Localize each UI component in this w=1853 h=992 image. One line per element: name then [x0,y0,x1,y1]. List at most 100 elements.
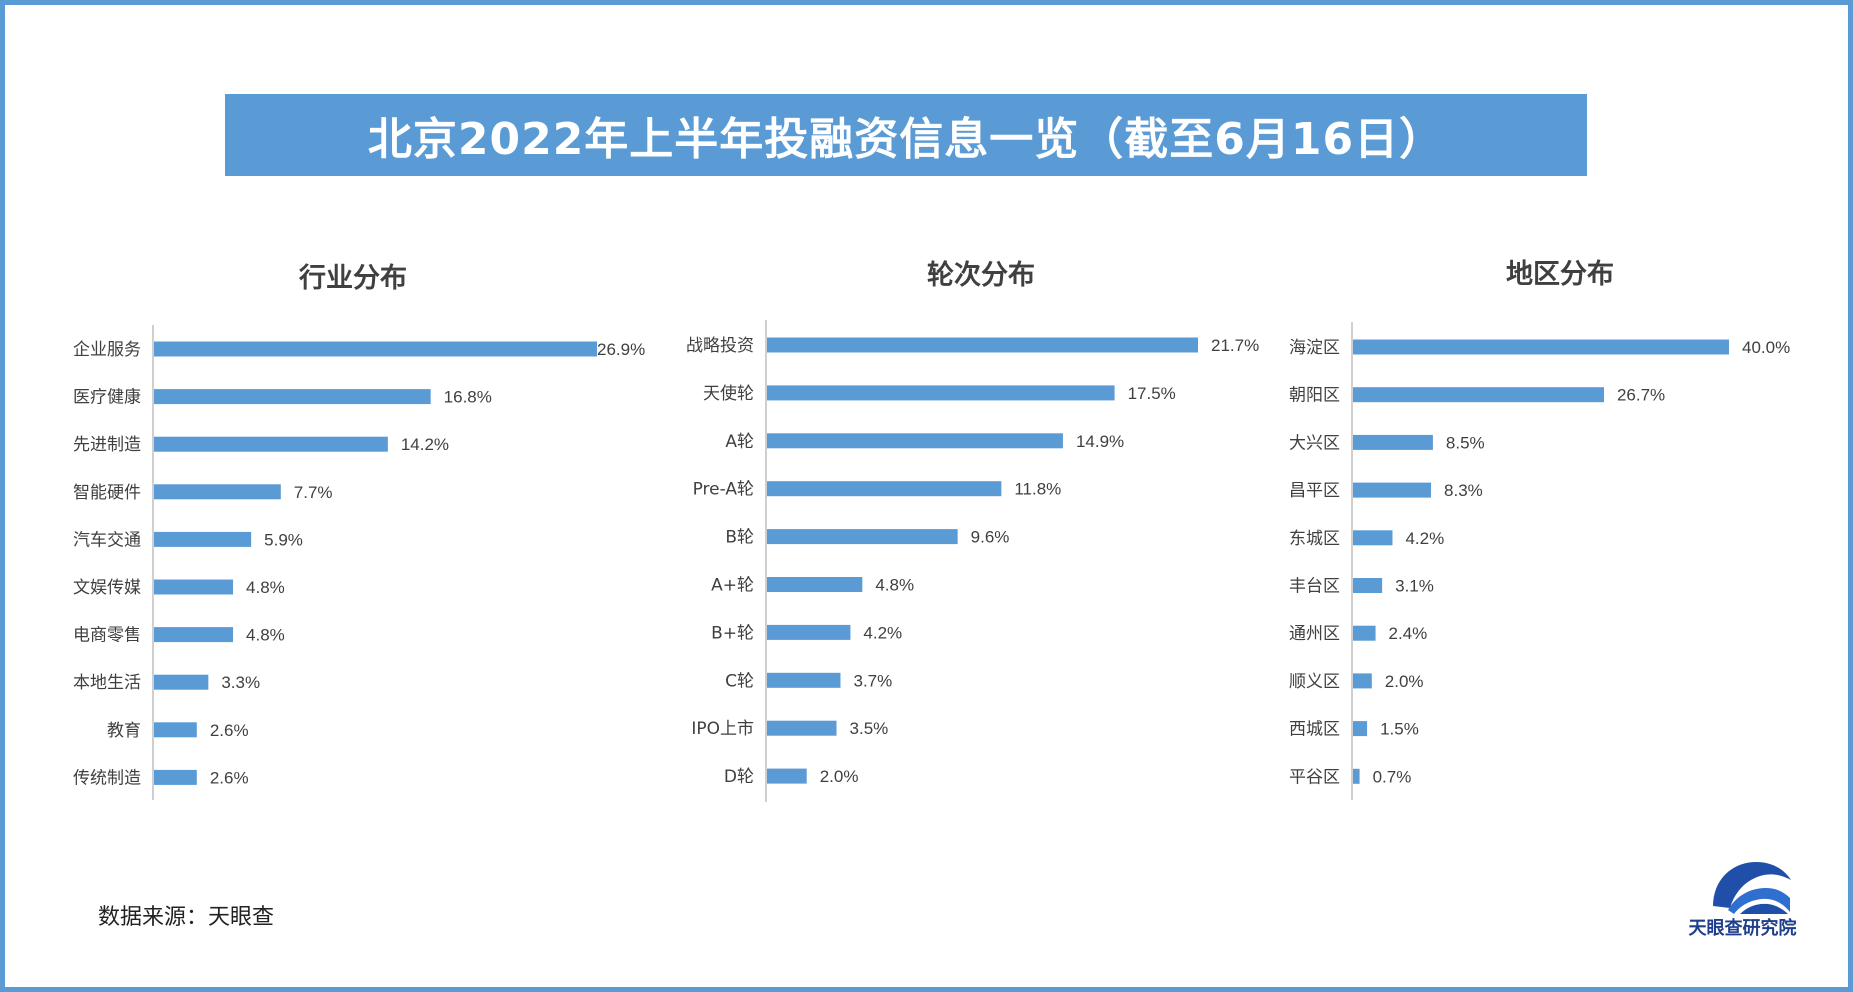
bar [1353,578,1383,593]
chart-title-industry: 行业分布 [299,263,407,294]
category-label: 昌平区 [1289,481,1340,501]
bar [1353,387,1604,403]
data-label: 3.1% [1395,577,1434,596]
category-label: B+轮 [711,623,754,643]
data-label: 2.4% [1389,624,1428,643]
bar [1353,768,1360,784]
category-label: 电商零售 [73,626,141,646]
data-label: 14.2% [401,435,449,454]
data-label: 26.9% [597,340,645,359]
page-title: 北京2022年上半年投融资信息一览（截至6月16日） [367,114,1445,165]
category-label: 通州区 [1289,624,1340,644]
category-label: 天使轮 [703,383,754,404]
bar [1353,482,1432,498]
chart-0: 企业服务 26.9% 医疗健康 16.8% 先进制造 14.2% 智能硬件 7.7% 汽车交通 5… [73,325,645,800]
bar [1353,339,1729,355]
category-label: C轮 [725,671,754,691]
data-label: 8.3% [1444,481,1483,500]
data-label: 0.7% [1373,767,1412,786]
chart-2: 海淀区 40.0% 朝阳区 26.7% 大兴区 8.5% 昌平区 8.3% 东城区 4.2% 丰台区… [1289,322,1790,800]
category-label: 先进制造 [73,435,141,455]
bar [1353,673,1372,689]
data-label: 2.0% [1385,672,1424,691]
category-label: 医疗健康 [73,388,141,408]
tianyancha-logo-icon [1713,862,1791,914]
data-label: 2.6% [210,721,249,740]
bar [767,577,863,592]
data-label: 16.8% [444,388,492,407]
bar [154,722,197,738]
bar [767,385,1115,401]
chart-1: 战略投资 21.7% 天使轮 17.5% A轮 14.9% Pre-A轮 11.8% B轮 9.6… [686,320,1259,802]
data-label: 7.7% [294,483,333,502]
data-label: 17.5% [1128,384,1176,403]
data-label: 4.2% [1405,529,1444,548]
bar [767,433,1063,449]
bar [154,674,209,690]
data-label: 5.9% [264,530,303,549]
category-label: 朝阳区 [1289,386,1340,406]
category-label: 教育 [107,721,141,741]
bar [767,768,807,784]
bar [767,624,851,640]
category-label: 平谷区 [1289,767,1340,787]
category-label: D轮 [724,767,754,787]
category-label: 智能硬件 [73,483,141,503]
data-label: 2.0% [820,767,859,786]
category-label: 海淀区 [1289,338,1340,358]
category-label: A+轮 [711,576,754,596]
category-label: 顺义区 [1289,672,1340,692]
data-label: 8.5% [1446,433,1485,452]
chart-title-region: 地区分布 [1506,259,1614,290]
category-label: 西城区 [1289,720,1340,740]
data-label: 2.6% [210,768,249,787]
bar [1353,530,1393,546]
data-label: 3.3% [221,673,260,692]
data-label: 26.7% [1617,386,1665,405]
data-label: 40.0% [1742,338,1790,357]
data-label: 4.8% [246,626,285,645]
category-label: B轮 [725,528,754,548]
data-label: 4.8% [875,576,914,595]
category-label: 汽车交通 [73,530,141,550]
category-label: Pre-A轮 [693,480,754,500]
bar [767,720,837,736]
data-label: 21.7% [1211,336,1259,355]
category-label: 传统制造 [73,768,141,788]
chart-title-round: 轮次分布 [927,260,1035,291]
data-label: 4.8% [246,578,285,597]
category-label: IPO上市 [691,719,754,739]
bar [767,529,958,545]
bar [767,672,841,688]
data-label: 14.9% [1076,432,1124,451]
category-label: 企业服务 [73,340,141,360]
bar [154,769,197,785]
bar [154,579,234,595]
bar [154,627,234,643]
bar [1353,434,1433,450]
title-banner: 北京2022年上半年投融资信息一览（截至6月16日） [225,94,1587,176]
bar [154,341,597,357]
category-label: 本地生活 [73,673,141,693]
category-label: 大兴区 [1289,433,1340,453]
bar [767,481,1002,497]
data-label: 1.5% [1380,720,1419,739]
bar [154,484,281,500]
bar [154,436,388,452]
data-label: 4.2% [863,623,902,642]
category-label: 战略投资 [686,336,754,356]
logo-text: 天眼查研究院 [1688,918,1797,939]
category-label: 文娱传媒 [73,578,141,598]
bar [154,531,252,547]
data-source: 数据来源：天眼查 [98,905,275,930]
data-label: 3.5% [850,719,889,738]
data-label: 9.6% [971,528,1010,547]
data-label: 11.8% [1014,480,1061,499]
bar [1353,721,1368,737]
bar [1353,625,1376,641]
bar [154,389,431,405]
category-label: A轮 [725,432,754,452]
data-label: 3.7% [853,671,892,690]
